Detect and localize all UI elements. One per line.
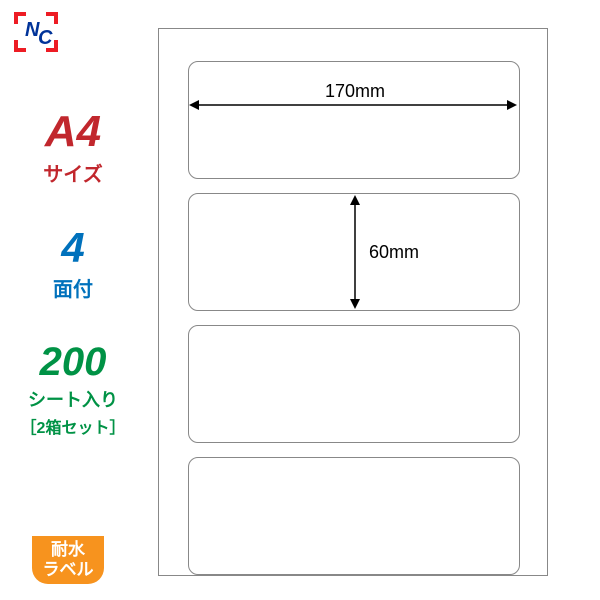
sheets-set: ［2箱セット］ — [21, 414, 126, 438]
faces-label: 面付 — [53, 273, 93, 302]
label-rect — [188, 457, 520, 575]
sheets-label: シート入り — [28, 386, 118, 412]
label-rect — [188, 325, 520, 443]
label-rect — [188, 61, 520, 179]
label-rect — [188, 193, 520, 311]
badge-line2: ラベル — [43, 560, 94, 580]
size-label: サイズ — [43, 158, 102, 187]
a4-sheet-diagram: 170mm 60mm — [158, 28, 548, 576]
faces-value: 4 — [61, 227, 84, 269]
nc-logo: N C — [12, 10, 60, 54]
spec-column: A4 サイズ 4 面付 200 シート入り ［2箱セット］ — [18, 110, 128, 438]
size-value: A4 — [45, 110, 101, 154]
height-dimension-text: 60mm — [367, 242, 421, 263]
waterproof-badge: 耐水 ラベル — [32, 536, 104, 584]
width-dimension-text: 170mm — [323, 81, 387, 102]
badge-line1: 耐水 — [51, 540, 85, 560]
sheets-value: 200 — [40, 342, 107, 382]
logo-c: C — [38, 27, 53, 49]
